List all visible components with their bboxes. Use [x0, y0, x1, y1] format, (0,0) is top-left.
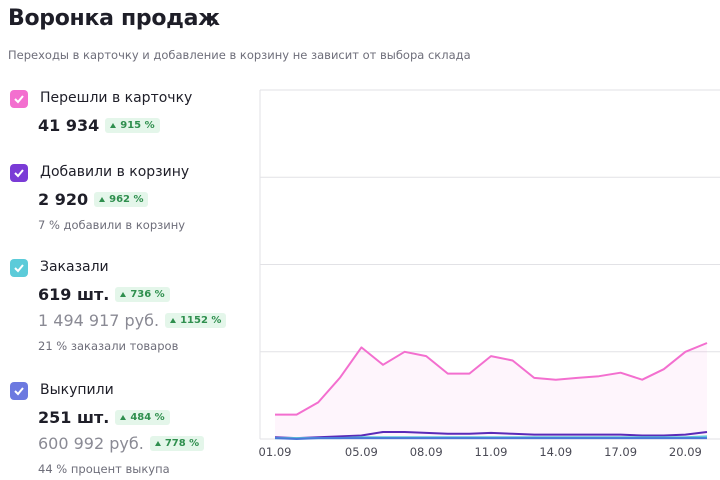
checkbox[interactable] [10, 164, 28, 182]
chevron-icon[interactable] [208, 14, 218, 28]
change-text: 736 % [130, 289, 165, 300]
change-badge: 1152 % [165, 313, 227, 328]
up-icon [120, 415, 127, 420]
metric-value: 619 шт. [38, 285, 110, 304]
x-tick-label: 14.09 [539, 445, 572, 459]
metric-row: 1 494 917 руб. 1152 % [38, 311, 227, 330]
metric-row: 2 920 962 % [38, 190, 149, 209]
up-icon [110, 123, 117, 128]
check-icon [14, 169, 24, 178]
metric-note: 7 % добавили в корзину [38, 218, 186, 232]
change-badge: 736 % [115, 287, 170, 302]
title: Воронка продаж [8, 6, 220, 31]
metric-row: 600 992 руб. 778 % [38, 434, 205, 453]
subtitle: Переходы в карточку и добавление в корзи… [8, 48, 471, 62]
series-line [274, 437, 707, 440]
x-tick-label: 01.09 [259, 445, 292, 459]
change-text: 778 % [164, 438, 200, 449]
up-icon [99, 197, 106, 202]
metric-value: 2 920 [38, 190, 89, 209]
up-icon [154, 441, 161, 446]
up-icon [170, 318, 177, 323]
metric-name: Выкупили [40, 382, 114, 398]
checkbox[interactable] [10, 90, 28, 108]
metric-row: 251 шт. 484 % [38, 408, 170, 427]
check-icon [14, 264, 24, 273]
change-badge: 962 % [94, 192, 149, 207]
metric-note: 21 % заказали товаров [38, 339, 179, 353]
x-tick-label: 11.09 [475, 445, 508, 459]
series-line [274, 431, 708, 440]
metric-name: Добавили в корзину [40, 164, 190, 180]
metric-name: Заказали [40, 259, 109, 275]
checkbox[interactable] [10, 382, 28, 400]
metric-name: Перешли в карточку [40, 90, 193, 106]
checkbox[interactable] [10, 259, 28, 277]
metric-row: 619 шт. 736 % [38, 285, 170, 304]
change-badge: 484 % [115, 410, 170, 425]
x-tick-label: 17.09 [604, 445, 637, 459]
metric-value: 600 992 руб. [38, 434, 144, 453]
series-line [275, 342, 708, 416]
x-tick-label: 08.09 [410, 445, 443, 459]
change-text: 1152 % [180, 315, 222, 326]
metric-value: 251 шт. [38, 408, 110, 427]
change-text: 484 % [130, 412, 165, 423]
metric-value: 41 934 [38, 116, 100, 135]
check-icon [14, 95, 24, 104]
change-text: 915 % [120, 120, 155, 131]
change-badge: 778 % [149, 436, 205, 451]
change-badge: 915 % [105, 118, 160, 133]
metric-value: 1 494 917 руб. [38, 311, 160, 330]
x-tick-label: 20.09 [669, 445, 702, 459]
up-icon [120, 292, 127, 297]
chart: 01.09 05.09 08.09 11.09 14.09 17.09 20.09 [259, 89, 720, 459]
metric-note: 44 % процент выкупа [38, 462, 170, 476]
metric-row: 41 934 915 % [38, 116, 160, 135]
check-icon [14, 387, 24, 396]
change-text: 962 % [109, 194, 144, 205]
area [275, 343, 707, 439]
x-tick-label: 05.09 [345, 445, 378, 459]
